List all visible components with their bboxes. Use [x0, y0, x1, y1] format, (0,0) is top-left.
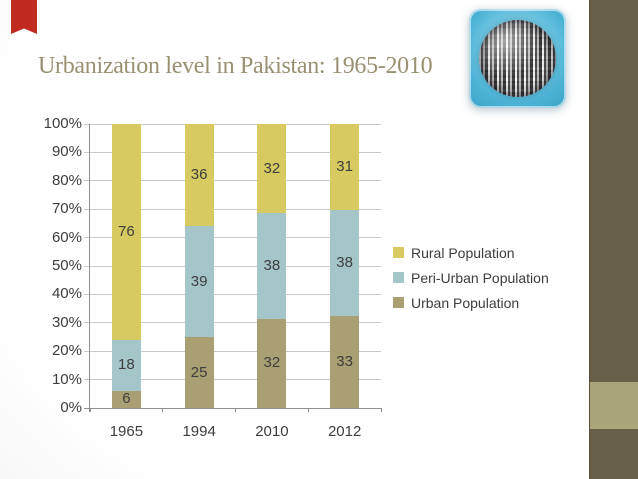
legend-swatch-icon: [393, 297, 404, 308]
bar-value-label: 36: [190, 166, 208, 184]
x-axis-tick: [307, 408, 309, 412]
bar-value-label: 31: [336, 158, 353, 176]
bar-value-label: 18: [118, 356, 135, 374]
gridline: [84, 379, 381, 381]
bookmark-ribbon-icon: [11, 0, 37, 34]
bar-value-label: 6: [122, 390, 131, 408]
bar-value-label: 38: [336, 254, 353, 272]
bar-value-label: 33: [336, 353, 353, 371]
y-axis-label: 20%: [51, 342, 82, 360]
y-axis-label: 80%: [51, 171, 82, 189]
bar-segment: [257, 318, 287, 408]
gridline: [84, 180, 381, 182]
bar-segment: [257, 213, 287, 319]
y-axis-line: [89, 124, 90, 412]
legend-swatch-icon: [393, 272, 404, 283]
bar-value-label: 32: [263, 354, 281, 372]
x-axis-label: 1994: [182, 423, 216, 440]
y-axis-label: 60%: [51, 228, 82, 246]
x-axis-tick: [162, 408, 164, 412]
gridline: [84, 123, 381, 125]
bar-value-label: 25: [190, 363, 208, 381]
bar-segment: [111, 339, 141, 391]
band-accent-block: [590, 382, 638, 429]
bar-segment: [330, 316, 360, 408]
x-axis-label: 2010: [255, 423, 289, 440]
x-axis-tick: [235, 408, 236, 412]
legend-item: Urban Population: [393, 290, 549, 315]
bar-value-label: 76: [118, 222, 135, 240]
right-theme-band: [589, 0, 638, 479]
gridline: [84, 265, 381, 267]
y-axis-label: 50%: [51, 257, 82, 274]
x-axis-tick: [380, 408, 382, 412]
bar-segment: [184, 124, 214, 227]
bar-segment: [111, 390, 141, 408]
legend-label: Rural Population: [411, 244, 515, 261]
legend-item: Rural Population: [393, 240, 549, 265]
y-axis-label: 0%: [60, 399, 82, 416]
y-axis-label: 90%: [51, 143, 82, 161]
bar-segment: [111, 124, 141, 340]
bar-value-label: 38: [263, 257, 281, 274]
bar-value-label: 32: [263, 159, 281, 177]
gridline: [84, 350, 381, 352]
y-axis-label: 100%: [43, 115, 82, 132]
bar-segment: [257, 124, 287, 214]
globe-logo: [469, 9, 566, 108]
gridline: [84, 151, 381, 153]
slide-title: Urbanization level in Pakistan: 1965-201…: [38, 53, 433, 79]
gridline: [84, 237, 381, 239]
bar-segment: [330, 210, 360, 317]
x-axis-line: [84, 407, 381, 409]
x-axis-label: 1965: [109, 423, 144, 440]
x-axis-label: 2012: [327, 423, 362, 440]
gridline: [84, 322, 381, 324]
y-axis-label: 10%: [51, 370, 82, 388]
gridline: [84, 208, 381, 210]
chart-legend: Rural Population Peri-Urban Population Urb…: [393, 240, 549, 315]
y-axis-label: 70%: [51, 200, 82, 218]
legend-label: Urban Population: [411, 294, 520, 311]
bar-segment: [184, 337, 214, 408]
gridline: [84, 293, 381, 295]
globe-of-blocks-icon: [479, 20, 556, 97]
legend-swatch-icon: [393, 247, 404, 258]
bar-value-label: 39: [190, 272, 208, 290]
x-axis-tick: [89, 408, 91, 412]
legend-label: Peri-Urban Population: [411, 269, 549, 286]
y-axis-label: 40%: [51, 285, 82, 303]
legend-item: Peri-Urban Population: [393, 265, 549, 290]
bar-segment: [184, 226, 214, 337]
y-axis-label: 30%: [51, 313, 82, 331]
bar-segment: [330, 124, 360, 211]
